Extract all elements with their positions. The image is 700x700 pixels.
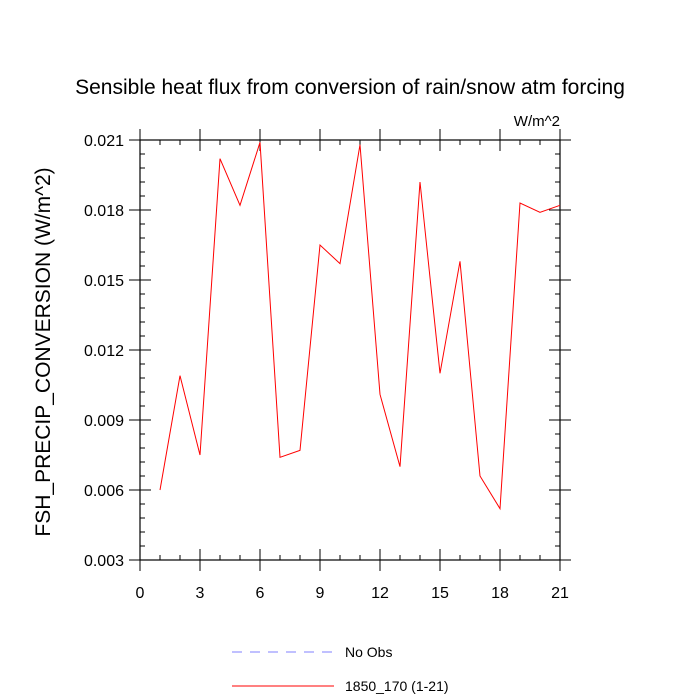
y-axis-title: FSH_PRECIP_CONVERSION (W/m^2): [32, 167, 55, 536]
legend-label-0: No Obs: [345, 644, 392, 660]
chart-title: Sensible heat flux from conversion of ra…: [75, 76, 625, 99]
y-tick-label: 0.018: [84, 203, 124, 220]
y-axis: 0.003 0.006 0.009 0.012 0.015 0.018 0.021: [84, 133, 571, 570]
x-axis: 0 3 6 9 12 15 18 21: [136, 129, 569, 602]
y-tick-label: 0.015: [84, 273, 124, 290]
x-tick-label: 6: [256, 585, 265, 602]
y-tick-label: 0.021: [84, 133, 124, 150]
x-tick-label: 12: [371, 585, 389, 602]
y-tick-label: 0.009: [84, 413, 124, 430]
y-tick-label: 0.012: [84, 343, 124, 360]
y-tick-label: 0.006: [84, 483, 124, 500]
x-tick-label: 0: [136, 585, 145, 602]
legend-label-1: 1850_170 (1-21): [345, 678, 449, 694]
units-label: W/m^2: [514, 113, 560, 130]
x-tick-label: 3: [196, 585, 205, 602]
x-tick-label: 9: [316, 585, 325, 602]
x-tick-label: 15: [431, 585, 449, 602]
y-tick-label: 0.003: [84, 553, 124, 570]
legend: No Obs 1850_170 (1-21): [232, 644, 449, 694]
x-tick-label: 18: [491, 585, 509, 602]
series-line-0: [159, 142, 561, 511]
series-layer: [159, 142, 561, 511]
x-tick-label: 21: [551, 585, 569, 602]
